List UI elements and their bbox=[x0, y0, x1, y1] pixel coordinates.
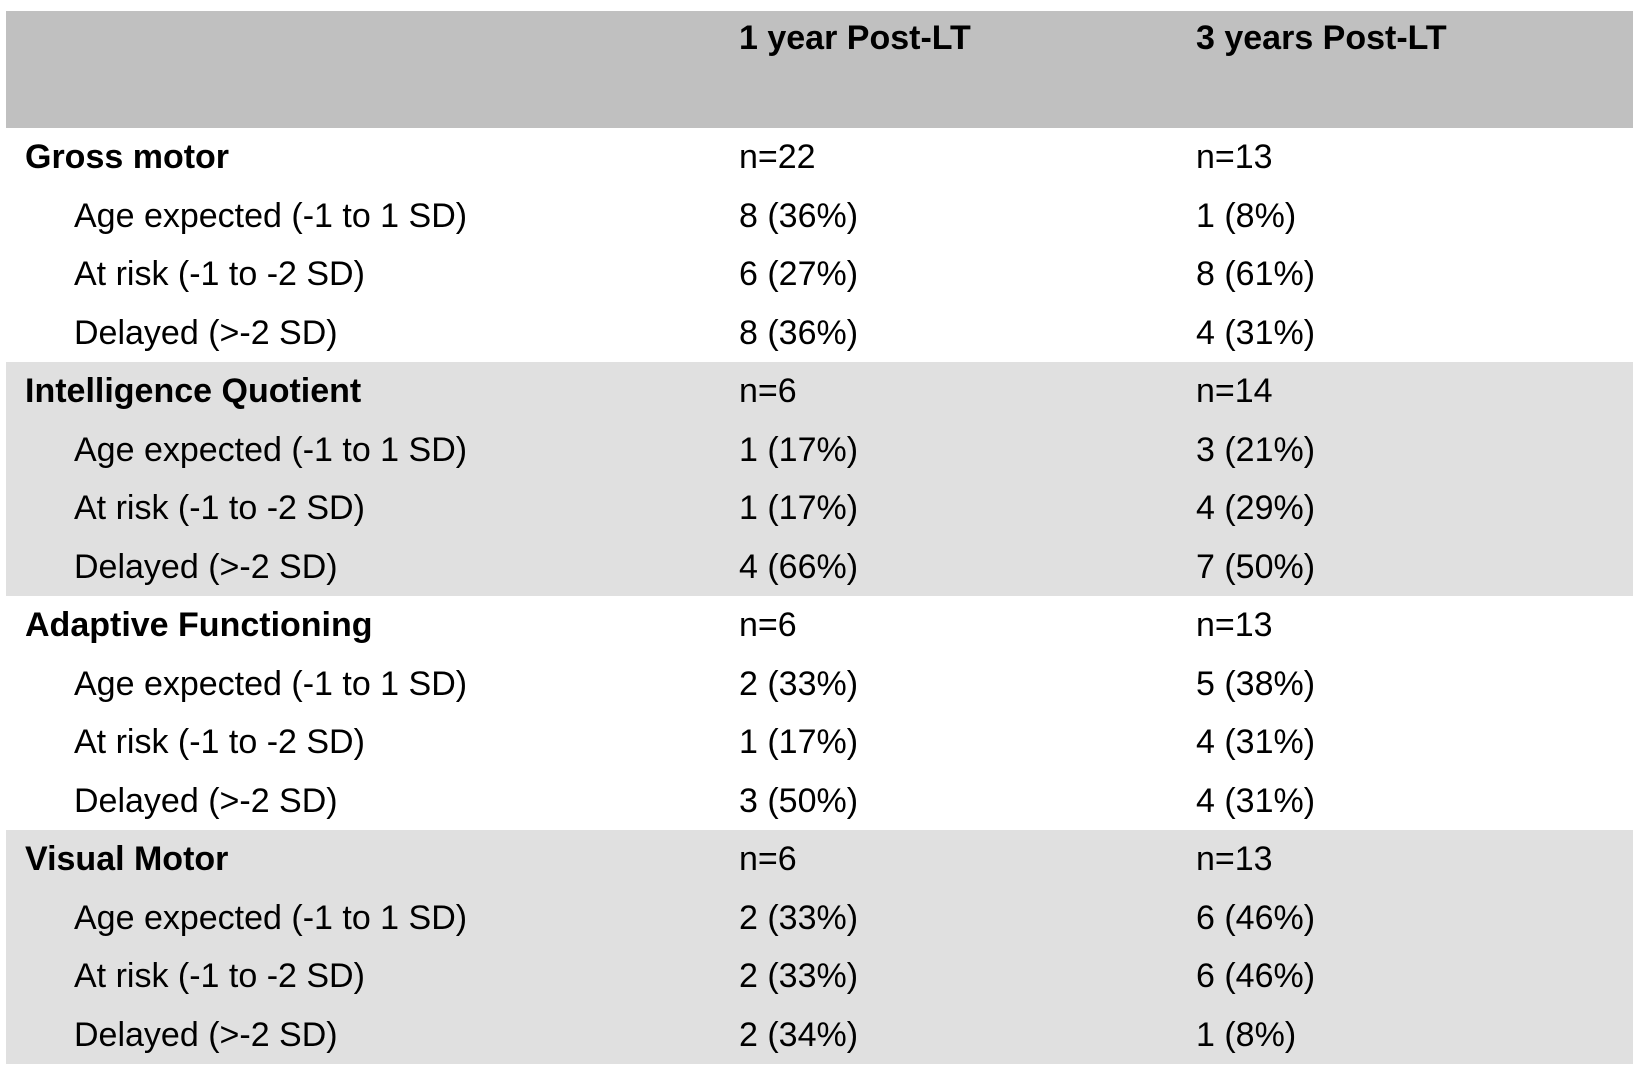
table-row: Delayed (>-2 SD) 8 (36%) 4 (31%) bbox=[6, 304, 1633, 363]
row-year3-value: 7 (50%) bbox=[1196, 547, 1316, 586]
row-year3-value: 1 (8%) bbox=[1196, 1015, 1297, 1054]
group-intelligence-quotient: Intelligence Quotient n=6 n=14 Age expec… bbox=[6, 362, 1633, 596]
table-row: Delayed (>-2 SD) 2 (34%) 1 (8%) bbox=[6, 1006, 1633, 1065]
row-year1-value: 6 (27%) bbox=[739, 255, 859, 293]
row-year1-value: 2 (33%) bbox=[739, 898, 859, 937]
group-title: Visual Motor bbox=[25, 840, 229, 878]
row-year3-value: 6 (46%) bbox=[1196, 898, 1316, 937]
row-year1-value: 2 (33%) bbox=[739, 957, 859, 995]
group-n-year1: n=6 bbox=[739, 606, 797, 644]
table-row: Delayed (>-2 SD) 4 (66%) 7 (50%) bbox=[6, 538, 1633, 597]
row-year1-value: 3 (50%) bbox=[739, 781, 859, 820]
group-n-year3: n=13 bbox=[1196, 138, 1273, 176]
group-title: Gross motor bbox=[25, 138, 230, 176]
row-year1-value: 1 (17%) bbox=[739, 723, 859, 761]
row-label: At risk (-1 to -2 SD) bbox=[74, 957, 365, 995]
row-year1-value: 8 (36%) bbox=[739, 196, 859, 235]
header-year3-column: 3 years Post-LT bbox=[1196, 19, 1447, 57]
row-year3-value: 6 (46%) bbox=[1196, 957, 1316, 995]
group-title-row: Gross motor n=22 n=13 bbox=[6, 128, 1633, 187]
outcomes-table: 1 year Post-LT 3 years Post-LT Gross mot… bbox=[6, 11, 1633, 1064]
row-year1-value: 2 (34%) bbox=[739, 1015, 859, 1054]
row-year1-value: 4 (66%) bbox=[739, 547, 859, 586]
group-adaptive-functioning: Adaptive Functioning n=6 n=13 Age expect… bbox=[6, 596, 1633, 830]
row-year1-value: 8 (36%) bbox=[739, 313, 859, 352]
row-label: Delayed (>-2 SD) bbox=[74, 547, 338, 586]
table-row: Age expected (-1 to 1 SD) 2 (33%) 6 (46%… bbox=[6, 889, 1633, 948]
row-year3-value: 8 (61%) bbox=[1196, 255, 1316, 293]
row-label: At risk (-1 to -2 SD) bbox=[74, 723, 365, 761]
row-label: Delayed (>-2 SD) bbox=[74, 781, 338, 820]
table-row: At risk (-1 to -2 SD) 1 (17%) 4 (31%) bbox=[6, 713, 1633, 772]
group-title: Intelligence Quotient bbox=[25, 372, 362, 410]
table-row: At risk (-1 to -2 SD) 6 (27%) 8 (61%) bbox=[6, 245, 1633, 304]
group-gross-motor: Gross motor n=22 n=13 Age expected (-1 t… bbox=[6, 128, 1633, 362]
row-year3-value: 4 (29%) bbox=[1196, 489, 1316, 527]
group-n-year3: n=13 bbox=[1196, 840, 1273, 878]
table-row: Age expected (-1 to 1 SD) 2 (33%) 5 (38%… bbox=[6, 655, 1633, 714]
row-label: Delayed (>-2 SD) bbox=[74, 313, 338, 352]
row-year1-value: 1 (17%) bbox=[739, 430, 859, 469]
table-header: 1 year Post-LT 3 years Post-LT bbox=[6, 11, 1633, 128]
table-row: Age expected (-1 to 1 SD) 1 (17%) 3 (21%… bbox=[6, 421, 1633, 480]
row-label: Age expected (-1 to 1 SD) bbox=[74, 664, 468, 703]
row-year1-value: 2 (33%) bbox=[739, 664, 859, 703]
row-year3-value: 4 (31%) bbox=[1196, 313, 1316, 352]
group-n-year3: n=13 bbox=[1196, 606, 1273, 644]
row-year3-value: 3 (21%) bbox=[1196, 430, 1316, 469]
header-year1-column: 1 year Post-LT bbox=[739, 19, 971, 57]
table-row: At risk (-1 to -2 SD) 2 (33%) 6 (46%) bbox=[6, 947, 1633, 1006]
group-title-row: Intelligence Quotient n=6 n=14 bbox=[6, 362, 1633, 421]
row-year3-value: 4 (31%) bbox=[1196, 723, 1316, 761]
row-year3-value: 4 (31%) bbox=[1196, 781, 1316, 820]
group-title: Adaptive Functioning bbox=[25, 606, 373, 644]
group-n-year3: n=14 bbox=[1196, 372, 1273, 410]
row-label: At risk (-1 to -2 SD) bbox=[74, 255, 365, 293]
row-label: Age expected (-1 to 1 SD) bbox=[74, 196, 468, 235]
row-label: At risk (-1 to -2 SD) bbox=[74, 489, 365, 527]
row-year1-value: 1 (17%) bbox=[739, 489, 859, 527]
group-n-year1: n=6 bbox=[739, 372, 797, 410]
row-year3-value: 5 (38%) bbox=[1196, 664, 1316, 703]
table-row: Age expected (-1 to 1 SD) 8 (36%) 1 (8%) bbox=[6, 187, 1633, 246]
group-n-year1: n=22 bbox=[739, 138, 816, 176]
group-n-year1: n=6 bbox=[739, 840, 797, 878]
row-label: Delayed (>-2 SD) bbox=[74, 1015, 338, 1054]
group-title-row: Visual Motor n=6 n=13 bbox=[6, 830, 1633, 889]
table-row: Delayed (>-2 SD) 3 (50%) 4 (31%) bbox=[6, 772, 1633, 831]
group-title-row: Adaptive Functioning n=6 n=13 bbox=[6, 596, 1633, 655]
row-year3-value: 1 (8%) bbox=[1196, 196, 1297, 235]
row-label: Age expected (-1 to 1 SD) bbox=[74, 430, 468, 469]
group-visual-motor: Visual Motor n=6 n=13 Age expected (-1 t… bbox=[6, 830, 1633, 1064]
table-row: At risk (-1 to -2 SD) 1 (17%) 4 (29%) bbox=[6, 479, 1633, 538]
row-label: Age expected (-1 to 1 SD) bbox=[74, 898, 468, 937]
